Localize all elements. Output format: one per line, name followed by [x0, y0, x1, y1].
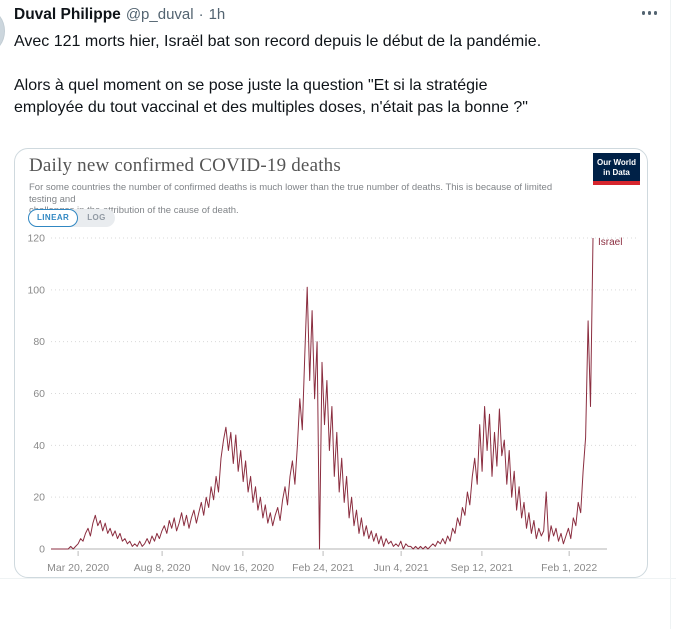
more-icon — [647, 11, 651, 15]
avatar[interactable] — [0, 6, 5, 56]
more-button[interactable] — [640, 9, 660, 17]
series-line-israel — [51, 237, 594, 550]
more-icon — [653, 11, 657, 15]
series-end-label: Israel — [598, 237, 622, 248]
chart-title: Daily new confirmed COVID-19 deaths — [29, 155, 341, 176]
tweet-paragraph-2: Alors à quel moment on se pose juste la … — [14, 75, 658, 119]
scale-toggle: LINEAR LOG — [28, 209, 115, 227]
x-tick-label: Jun 4, 2021 — [374, 562, 429, 574]
tweet-paragraph-2-line-2: employée du tout vaccinal et des multipl… — [14, 99, 528, 116]
y-tick-label: 100 — [27, 284, 45, 296]
author-name[interactable]: Duval Philippe — [14, 6, 121, 23]
tweet-paragraph-1: Avec 121 morts hier, Israël bat son reco… — [14, 33, 542, 50]
chart-subtitle-line-2: challenges in the attribution of the cau… — [29, 205, 239, 216]
y-tick-label: 80 — [33, 336, 45, 348]
author-handle[interactable]: @p_duval — [125, 6, 194, 23]
post-time[interactable]: 1h — [208, 6, 226, 23]
owid-logo-line-2: in Data — [603, 168, 630, 177]
chart-svg: 0 20 40 60 80 100 120 Mar 20, 2020 Aug 8, 2020 No… — [27, 233, 639, 574]
x-tick-label: Mar 20, 2020 — [47, 562, 109, 574]
x-tick-label: Nov 16, 2020 — [212, 562, 275, 574]
y-tick-label: 40 — [33, 440, 45, 452]
more-icon — [641, 11, 645, 15]
y-tick-label: 0 — [39, 544, 45, 556]
x-tick-label: Feb 1, 2022 — [541, 562, 597, 574]
log-button[interactable]: LOG — [78, 210, 115, 226]
tweet-text: Avec 121 morts hier, Israël bat son reco… — [14, 31, 658, 119]
chart-subtitle-line-1: For some countries the number of confirm… — [29, 182, 553, 205]
post-divider — [0, 578, 676, 579]
owid-logo: Our World in Data — [593, 153, 640, 185]
x-tick-label: Sep 12, 2021 — [451, 562, 514, 574]
linear-button[interactable]: LINEAR — [28, 209, 79, 227]
owid-chart-card[interactable]: 0 20 40 60 80 100 120 Mar 20, 2020 Aug 8, 2020 No… — [14, 148, 648, 578]
y-tick-label: 60 — [33, 388, 45, 400]
y-tick-label: 120 — [27, 233, 45, 245]
post-header: Duval Philippe @p_duval · 1h — [14, 6, 662, 24]
column-divider — [670, 0, 671, 629]
x-tick-label: Feb 24, 2021 — [292, 562, 354, 574]
dot-separator: · — [198, 6, 204, 23]
y-tick-label: 20 — [33, 492, 45, 504]
chart-subtitle: For some countries the number of confirm… — [29, 182, 574, 217]
x-tick-label: Aug 8, 2020 — [134, 562, 191, 574]
tweet-paragraph-2-line-1: Alors à quel moment on se pose juste la … — [14, 77, 488, 94]
owid-logo-line-1: Our World — [597, 158, 636, 167]
